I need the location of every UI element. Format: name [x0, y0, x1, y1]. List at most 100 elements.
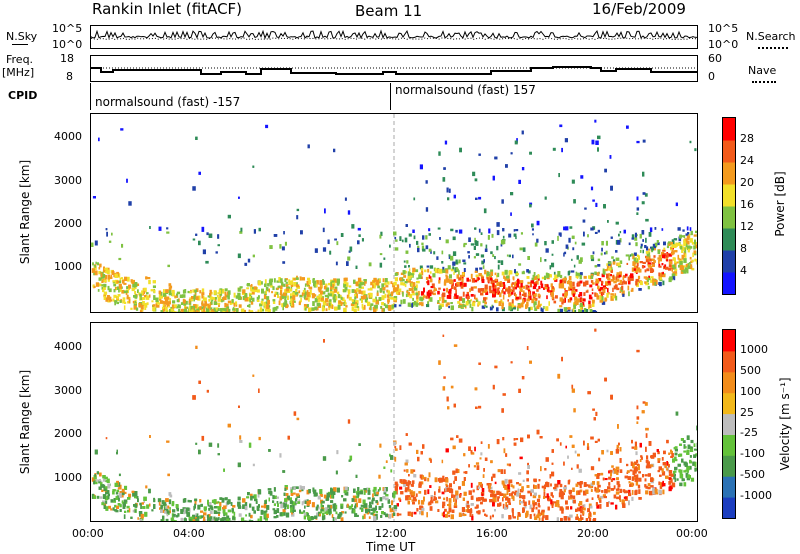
heatmap-cell: [641, 230, 645, 235]
heatmap-cell: [492, 286, 496, 292]
heatmap-cell: [583, 281, 587, 287]
heatmap-cell: [578, 518, 581, 521]
heatmap-cell: [483, 259, 485, 263]
heatmap-cell: [121, 279, 125, 284]
heatmap-cell: [506, 275, 510, 279]
heatmap-cell: [579, 483, 582, 489]
heatmap-cell: [583, 292, 586, 296]
heatmap-cell: [320, 297, 324, 301]
heatmap-cell: [264, 303, 267, 309]
heatmap-cell: [419, 511, 423, 515]
heatmap-cell: [530, 489, 534, 493]
heatmap-cell: [244, 502, 248, 507]
heatmap-cell: [201, 308, 204, 312]
heatmap-cell: [483, 208, 487, 214]
heatmap-cell: [394, 272, 398, 276]
heatmap-cell: [444, 488, 447, 493]
heatmap-cell: [316, 512, 319, 516]
heatmap-cell: [580, 175, 584, 179]
heatmap-cell: [295, 284, 300, 288]
heatmap-cell: [522, 247, 526, 252]
heatmap-cell: [585, 290, 589, 293]
heatmap-cell: [375, 500, 378, 504]
heatmap-cell: [375, 505, 377, 511]
heatmap-cell: [284, 291, 287, 294]
heatmap-cell: [125, 291, 128, 295]
heatmap-cell: [592, 199, 595, 202]
heatmap-cell: [395, 448, 398, 451]
heatmap-cell: [557, 308, 561, 312]
heatmap-cell: [540, 307, 543, 312]
heatmap-cell: [694, 258, 697, 262]
heatmap-cell: [546, 273, 550, 279]
heatmap-cell: [402, 282, 405, 286]
heatmap-cell: [661, 263, 664, 266]
heatmap-cell: [280, 288, 283, 291]
heatmap-cell: [482, 265, 485, 269]
nsky-label: N.Sky: [6, 30, 38, 43]
heatmap-cell: [178, 308, 180, 312]
heatmap-cell: [201, 292, 205, 296]
heatmap-cell: [315, 306, 318, 309]
heatmap-cell: [639, 261, 643, 264]
heatmap-cell: [445, 276, 449, 281]
heatmap-cell: [410, 275, 413, 278]
heatmap-cell: [196, 307, 200, 312]
heatmap-cell: [690, 260, 693, 264]
heatmap-cell: [221, 288, 225, 294]
heatmap-cell: [622, 293, 625, 297]
heatmap-cell: [513, 233, 517, 237]
heatmap-cell: [439, 237, 441, 240]
heatmap-cell: [691, 259, 694, 263]
heatmap-cell: [164, 306, 168, 311]
nsearch-trace: [91, 37, 697, 41]
heatmap-cell: [678, 264, 682, 268]
heatmap-cell: [533, 484, 535, 489]
freq-panel: [90, 55, 698, 82]
heatmap-cell: [258, 436, 261, 441]
heatmap-cell: [306, 280, 310, 286]
heatmap-cell: [92, 196, 96, 199]
heatmap-cell: [636, 405, 639, 410]
heatmap-cell: [420, 291, 425, 296]
heatmap-cell: [336, 291, 340, 295]
heatmap-cell: [501, 271, 505, 276]
heatmap-cell: [638, 477, 642, 482]
heatmap-cell: [492, 305, 494, 309]
heatmap-cell: [335, 511, 338, 515]
heatmap-cell: [682, 265, 686, 268]
heatmap-cell: [536, 288, 539, 292]
heatmap-cell: [261, 298, 264, 301]
heatmap-cell: [459, 281, 463, 287]
heatmap-cell: [400, 272, 405, 275]
heatmap-cell: [142, 301, 145, 306]
heatmap-cell: [525, 304, 528, 309]
heatmap-cell: [344, 511, 347, 514]
heatmap-cell: [460, 276, 464, 280]
heatmap-cell: [448, 254, 451, 257]
heatmap-cell: [448, 188, 451, 193]
heatmap-cell: [557, 504, 560, 508]
heatmap-cell: [406, 294, 410, 297]
heatmap-cell: [349, 246, 353, 252]
heatmap-cell: [661, 228, 664, 231]
heatmap-cell: [92, 262, 94, 266]
heatmap-cell: [208, 233, 213, 238]
heatmap-cell: [398, 513, 402, 516]
heatmap-cell: [203, 506, 207, 511]
heatmap-cell: [277, 285, 281, 288]
heatmap-cell: [375, 302, 378, 305]
heatmap-cell: [91, 493, 95, 499]
heatmap-cell: [186, 311, 190, 312]
freq-label: Freq.: [6, 53, 34, 66]
heatmap-cell: [645, 258, 649, 263]
heatmap-cell: [351, 508, 354, 511]
nsearch-legend-line: [758, 47, 788, 49]
heatmap-cell: [309, 286, 313, 290]
velocity-heatmap-panel: [90, 322, 698, 522]
heatmap-cell: [389, 507, 392, 513]
heatmap-cell: [636, 212, 639, 215]
heatmap-cell: [480, 232, 483, 235]
heatmap-cell: [101, 280, 104, 283]
heatmap-cell: [430, 286, 434, 289]
